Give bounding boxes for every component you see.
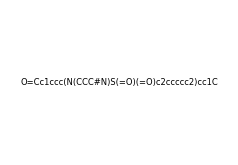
Text: O=Cc1ccc(N(CCC#N)S(=O)(=O)c2ccccc2)cc1C: O=Cc1ccc(N(CCC#N)S(=O)(=O)c2ccccc2)cc1C xyxy=(20,78,218,87)
